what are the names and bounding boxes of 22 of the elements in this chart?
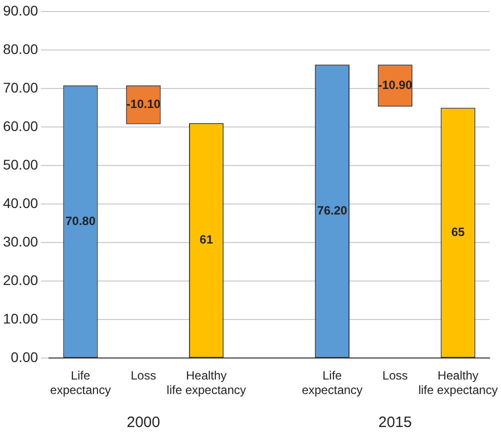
data-label: 65 (451, 225, 466, 240)
x-tick-label: Healthy life expectancy (166, 368, 246, 398)
x-tick-label: Life expectancy (302, 368, 363, 398)
y-tick-label: 40.00 (2, 194, 38, 211)
y-tick-label: 70.00 (2, 79, 38, 96)
data-label: 70.80 (65, 214, 96, 228)
y-tick-label: 50.00 (2, 156, 38, 172)
y-tick-label: 90.00 (2, 2, 38, 18)
data-label: 61 (200, 232, 214, 247)
data-label: 76.20 (317, 203, 348, 218)
y-tick-label: 60.00 (2, 118, 38, 134)
y-tick-label: 0.00 (10, 349, 38, 366)
x-tick-label: Life expectancy (50, 368, 111, 398)
x-tick-label: Loss (130, 368, 156, 383)
text: 2015 (378, 414, 412, 431)
y-tick-label: 10.00 (2, 310, 38, 327)
text: 2000 (126, 414, 160, 431)
y-tick-label: 30.00 (2, 233, 38, 250)
y-tick-label: 80.00 (2, 40, 38, 57)
x-tick-label: Healthy life expectancy (418, 368, 498, 398)
x-tick-label: Loss (382, 368, 408, 383)
y-tick-label: 20.00 (2, 272, 38, 288)
